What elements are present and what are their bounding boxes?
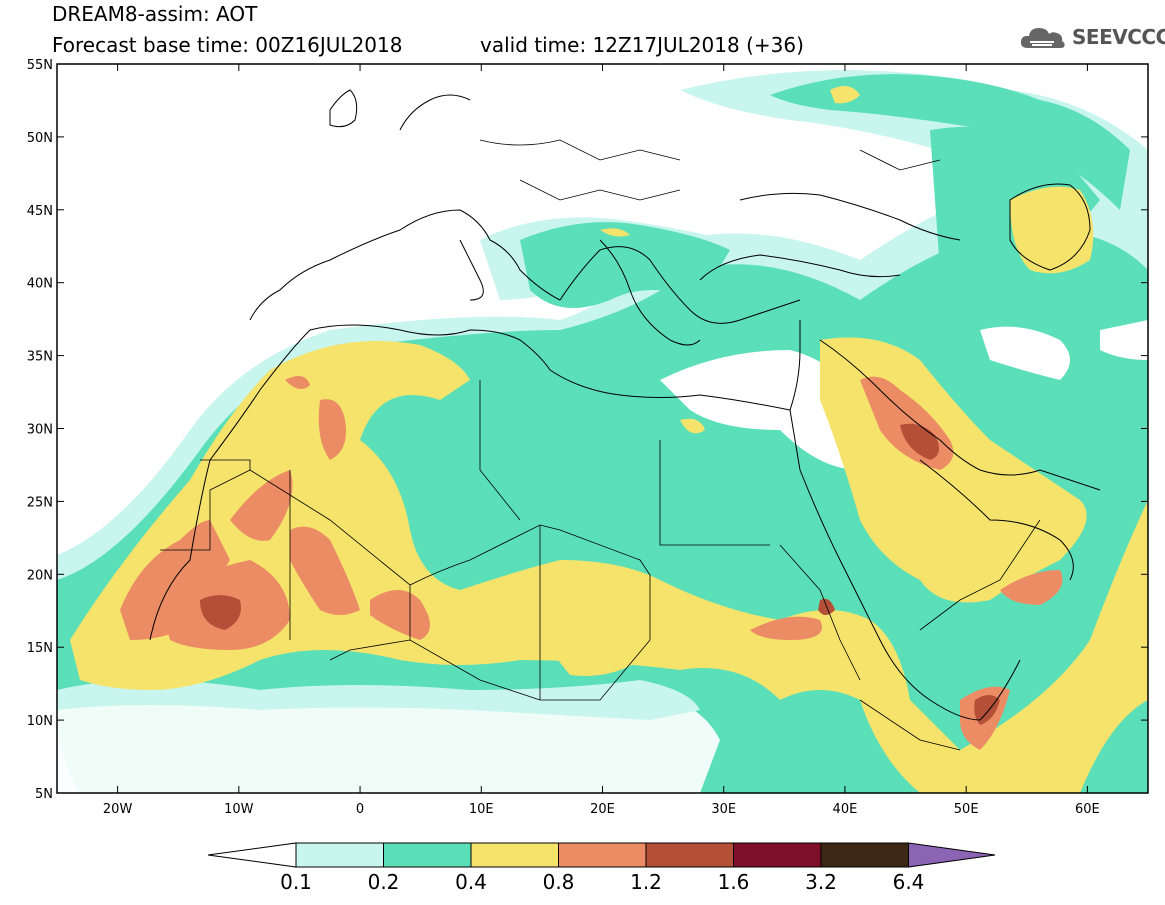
colorbar-label: 3.2 [805,870,837,894]
colorbar-label: 1.6 [717,870,750,894]
longitude-axis: 20W 10W 0 10E 20E 30E 40E 50E 60E [103,64,1100,817]
lat-label: 55N [27,58,53,73]
country-borders [160,139,1041,751]
valid-time: valid time: 12Z17JUL2018 (+36) [480,33,804,57]
colorbar-label: 6.4 [892,870,925,894]
colorbar-swatch [295,842,384,868]
aot-field [57,70,1148,793]
colorbar-label: 0.4 [455,870,487,894]
colorbar-label: 0.8 [542,870,575,894]
lat-label: 20N [27,568,53,583]
colorbar-swatch [733,842,822,868]
lat-label: 35N [27,350,53,365]
lon-label: 0 [356,802,364,817]
lon-label: 10E [469,802,494,817]
map-title: DREAM8-assim: AOT [52,2,258,26]
lat-label: 50N [27,131,53,146]
colorbar-lower-arrow [207,842,297,868]
cloud-icon [1020,28,1065,48]
colorbar-swatch [558,842,647,868]
lon-label: 50E [954,802,979,817]
logo-text: SEEVCCC [1072,25,1165,49]
colorbar-boxes [207,842,996,868]
colorbar-label: 0.1 [280,870,312,894]
colorbar-label: 1.2 [630,870,662,894]
lon-label: 20E [590,802,615,817]
colorbar-swatch [383,842,472,868]
colorbar-swatch [470,842,559,868]
colorbar-swatch [645,842,734,868]
coastlines [149,89,1101,721]
colorbar-swatch [820,842,909,868]
lon-label: 10W [224,802,254,817]
lat-label: 40N [27,277,53,292]
lon-label: 20W [103,802,133,817]
lat-label: 45N [27,204,53,219]
lat-label: 30N [27,423,53,438]
lat-label: 10N [27,714,53,729]
lon-label: 30E [711,802,736,817]
lon-label: 60E [1075,802,1100,817]
latitude-axis: 55N 50N 45N 40N 35N 30N 25N 20N 15N 10N 5N [27,58,1148,802]
lat-label: 5N [35,787,53,802]
lat-label: 25N [27,495,53,510]
lon-label: 40E [833,802,858,817]
lat-label: 15N [27,641,53,656]
aot-sahel-band [57,680,700,720]
forecast-base-time: Forecast base time: 00Z16JUL2018 [52,33,403,57]
colorbar-label: 0.2 [367,870,400,894]
colorbar-upper-arrow [908,842,996,868]
seevccc-logo: SEEVCCC [1018,22,1165,52]
